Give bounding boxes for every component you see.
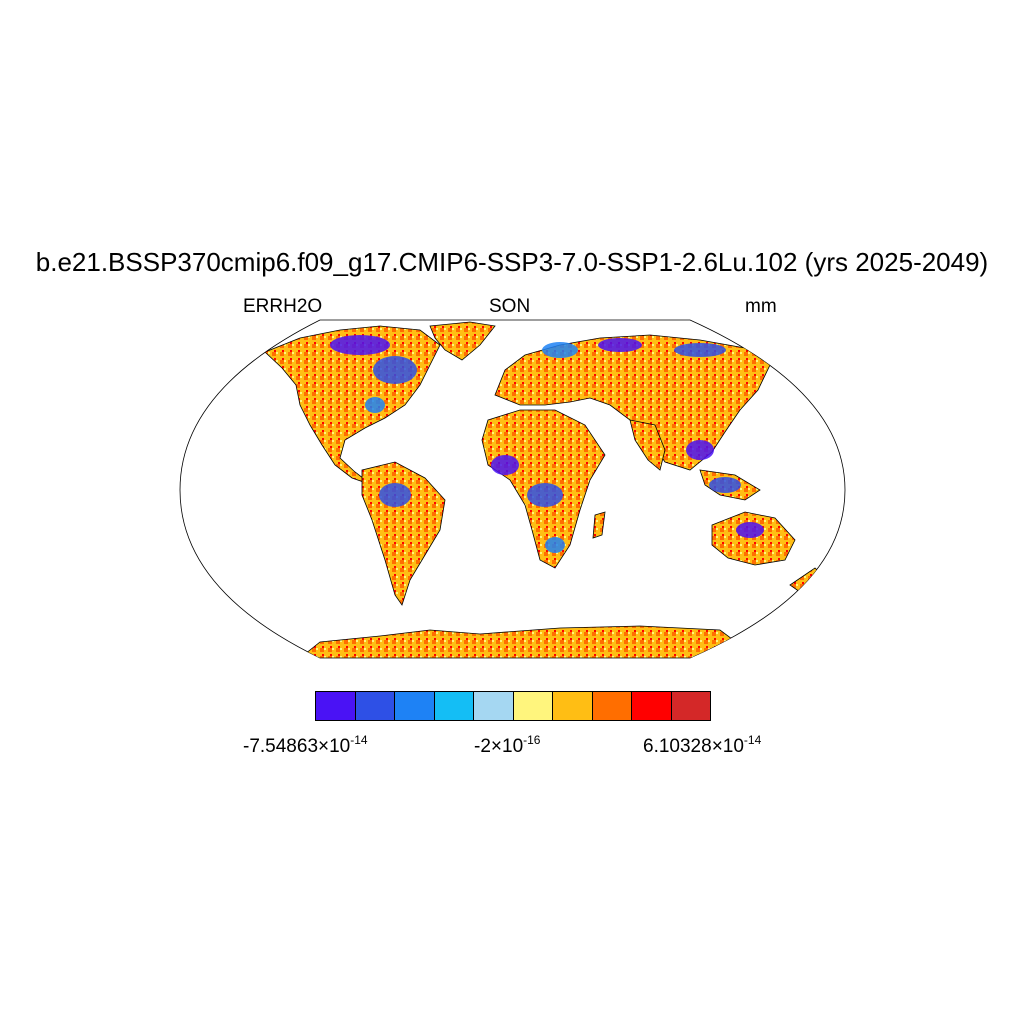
season-label: SON (489, 296, 531, 317)
colorbar (315, 691, 711, 721)
colorbar-swatch-5 (513, 692, 553, 720)
landmass-india (629, 419, 666, 471)
colorbar-swatch-8 (632, 692, 672, 720)
colorbar-swatch-0 (316, 692, 356, 720)
variable-label: ERRH2O (243, 296, 323, 317)
colorbar-max-label: 6.10328×10-14 (643, 733, 762, 757)
landmass-greenland (429, 321, 496, 361)
landmass-eurasia (494, 334, 771, 471)
colorbar-swatch-4 (474, 692, 514, 720)
colorbar-swatch-6 (553, 692, 593, 720)
units-label: mm (745, 296, 777, 317)
plot-title: b.e21.BSSP370cmip6.f09_g17.CMIP6-SSP3-7.… (35, 247, 989, 277)
colorbar-swatch-7 (592, 692, 632, 720)
landmass-australia (711, 511, 796, 566)
colorbar-min-label: -7.54863×10-14 (243, 733, 368, 757)
negative-anomaly-patches (330, 335, 764, 553)
colorbar-mid-label: -2×10-16 (474, 733, 541, 757)
landmass-madagascar (592, 511, 606, 539)
colorbar-swatch-1 (355, 692, 395, 720)
colorbar-swatch-9 (671, 692, 710, 720)
colorbar-swatch-2 (395, 692, 435, 720)
colorbar-swatch-3 (434, 692, 474, 720)
